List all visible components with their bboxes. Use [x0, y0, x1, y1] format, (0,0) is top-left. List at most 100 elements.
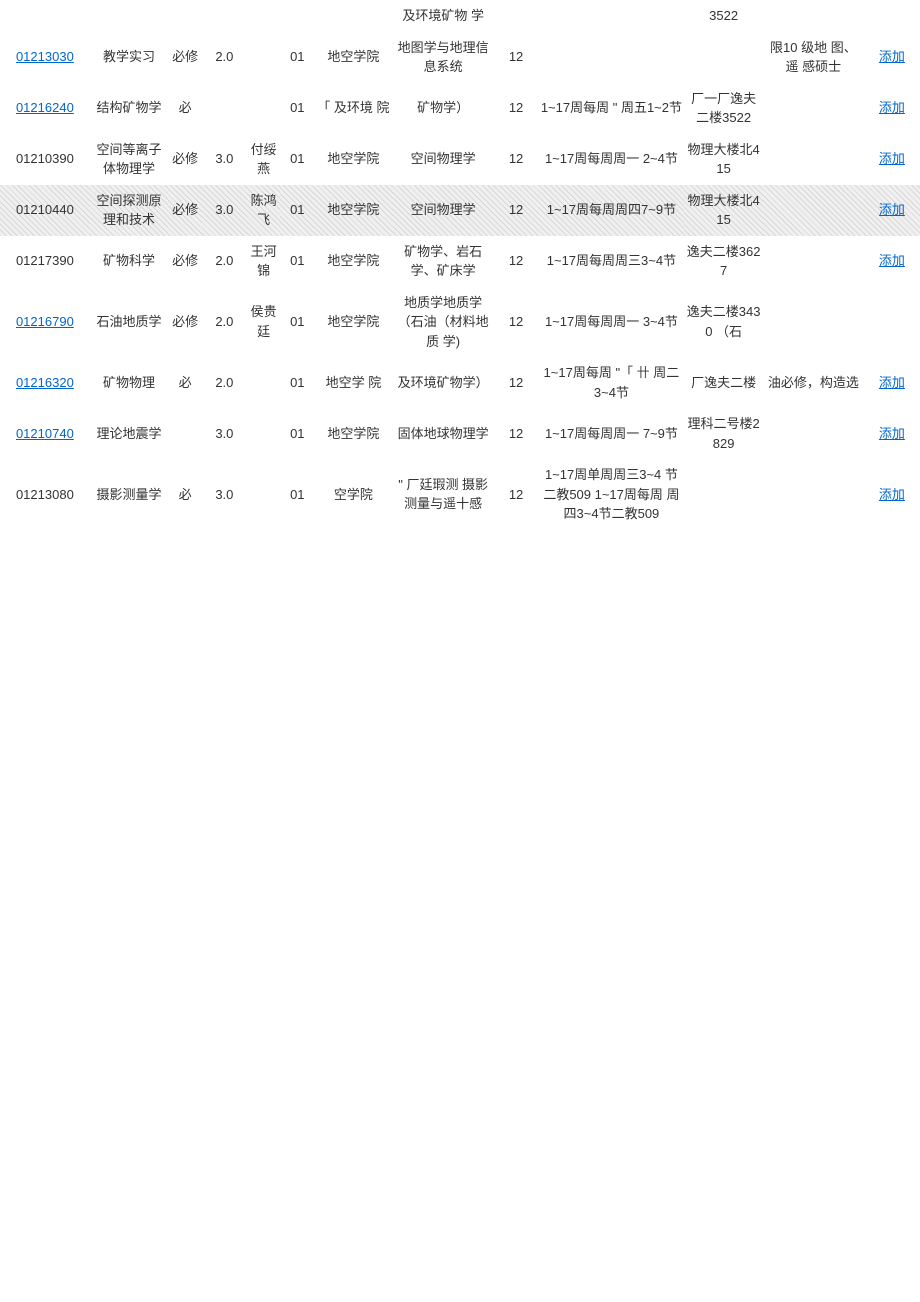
- course-code[interactable]: 01210390: [0, 134, 90, 185]
- course-place: 逸夫二楼3430 （石: [684, 287, 763, 358]
- course-school: 「 及环境 院: [314, 83, 393, 134]
- table-row: 01216240结构矿物学必01「 及环境 院矿物学）121~17周每周 " 周…: [0, 83, 920, 134]
- course-code[interactable]: 01216240: [0, 83, 90, 134]
- course-type: [168, 408, 202, 459]
- course-note: [763, 185, 864, 236]
- course-num: 12: [494, 83, 539, 134]
- course-class: 01: [280, 32, 314, 83]
- add-link-link[interactable]: 添加: [879, 202, 905, 217]
- course-num: 12: [494, 287, 539, 358]
- course-major: 矿物学）: [393, 83, 494, 134]
- course-credit: 3.0: [202, 408, 247, 459]
- course-name: 石油地质学: [90, 287, 169, 358]
- course-note: [763, 83, 864, 134]
- course-time: 1~17周单周周三3~4 节二教509 1~17周每周 周四3~4节二教509: [539, 459, 685, 530]
- course-teacher: [247, 32, 281, 83]
- course-name: 结构矿物学: [90, 83, 169, 134]
- add-link-link[interactable]: 添加: [879, 100, 905, 115]
- course-class: 01: [280, 287, 314, 358]
- table-row: 01213030教学实习必修2.001地空学院地图学与地理信息系统12限10 级…: [0, 32, 920, 83]
- course-time: 1~17周每周周三3~4节: [539, 236, 685, 287]
- course-num: 12: [494, 32, 539, 83]
- add-link-link[interactable]: 添加: [879, 49, 905, 64]
- course-place: 理科二号楼2829: [684, 408, 763, 459]
- course-code[interactable]: 01216790: [0, 287, 90, 358]
- add-link[interactable]: 添加: [864, 32, 920, 83]
- course-school: 地空学院: [314, 287, 393, 358]
- course-major: 空间物理学: [393, 185, 494, 236]
- course-type: 必: [168, 459, 202, 530]
- course-code[interactable]: 01213080: [0, 459, 90, 530]
- table-row: 01216790石油地质学必修2.0侯贵廷01地空学院地质学地质学（石油（材料地…: [0, 287, 920, 358]
- table-row: 01217390矿物科学必修2.0王河锦01地空学院矿物学、岩石学、矿床学121…: [0, 236, 920, 287]
- course-time: 1~17周每周周一 2~4节: [539, 134, 685, 185]
- table-row: 01210740理论地震学3.001地空学院固体地球物理学121~17周每周周一…: [0, 408, 920, 459]
- table-row: 01213080摄影测量学必3.001空学院" 厂廷瑕测 摄影测量与遥十感121…: [0, 459, 920, 530]
- course-code-link[interactable]: 01213030: [16, 49, 74, 64]
- course-code[interactable]: 01210440: [0, 185, 90, 236]
- course-type: 必修: [168, 236, 202, 287]
- course-major: 固体地球物理学: [393, 408, 494, 459]
- course-school: 地空学 院: [314, 357, 393, 408]
- course-place: 厂一厂逸夫二楼3522: [684, 83, 763, 134]
- add-link[interactable]: 添加: [864, 236, 920, 287]
- course-credit: [202, 83, 247, 134]
- course-code-link[interactable]: 01216790: [16, 314, 74, 329]
- course-credit: 3.0: [202, 185, 247, 236]
- course-place: 物理大楼北415: [684, 185, 763, 236]
- course-teacher: 王河锦: [247, 236, 281, 287]
- add-link[interactable]: 添加: [864, 83, 920, 134]
- course-credit: 2.0: [202, 236, 247, 287]
- course-place: [684, 459, 763, 530]
- add-link[interactable]: 添加: [864, 408, 920, 459]
- add-link-link[interactable]: 添加: [879, 426, 905, 441]
- course-name: 空间探测原理和技术: [90, 185, 169, 236]
- course-school: 地空学院: [314, 408, 393, 459]
- course-teacher: [247, 357, 281, 408]
- add-link[interactable]: 添加: [864, 357, 920, 408]
- course-note: [763, 408, 864, 459]
- course-name: 摄影测量学: [90, 459, 169, 530]
- course-code-link[interactable]: 01216240: [16, 100, 74, 115]
- add-link[interactable]: 添加: [864, 134, 920, 185]
- add-link-link[interactable]: 添加: [879, 375, 905, 390]
- course-teacher: 付绥燕: [247, 134, 281, 185]
- course-time: 1~17周每周周一 7~9节: [539, 408, 685, 459]
- add-link[interactable]: 添加: [864, 459, 920, 530]
- course-num: 12: [494, 408, 539, 459]
- course-credit: 3.0: [202, 459, 247, 530]
- course-note: 限10 级地 图、遥 感硕士: [763, 32, 864, 83]
- table-row: 01216320矿物物理必2.001地空学 院及环境矿物学）121~17周每周 …: [0, 357, 920, 408]
- course-num: 12: [494, 459, 539, 530]
- course-note: [763, 134, 864, 185]
- course-time: 1~17周每周周一 3~4节: [539, 287, 685, 358]
- course-code[interactable]: 01217390: [0, 236, 90, 287]
- course-num: 12: [494, 134, 539, 185]
- course-time: 1~17周每周 "「 卄 周二3~4节: [539, 357, 685, 408]
- course-type: 必修: [168, 134, 202, 185]
- course-name: 矿物科学: [90, 236, 169, 287]
- add-link-link[interactable]: 添加: [879, 487, 905, 502]
- course-code[interactable]: 01213030: [0, 32, 90, 83]
- course-school: 地空学院: [314, 236, 393, 287]
- course-code-link[interactable]: 01216320: [16, 375, 74, 390]
- course-school: 空学院: [314, 459, 393, 530]
- course-code[interactable]: 01216320: [0, 357, 90, 408]
- add-link[interactable]: [864, 287, 920, 358]
- course-type: 必修: [168, 185, 202, 236]
- course-type: 必修: [168, 287, 202, 358]
- fragment-major: 及环境矿物 学: [393, 0, 494, 32]
- course-credit: 2.0: [202, 32, 247, 83]
- add-link[interactable]: 添加: [864, 185, 920, 236]
- course-school: 地空学院: [314, 32, 393, 83]
- course-class: 01: [280, 134, 314, 185]
- add-link-link[interactable]: 添加: [879, 151, 905, 166]
- course-class: 01: [280, 83, 314, 134]
- course-code-link[interactable]: 01210740: [16, 426, 74, 441]
- course-school: 地空学院: [314, 185, 393, 236]
- course-credit: 2.0: [202, 357, 247, 408]
- course-num: 12: [494, 185, 539, 236]
- add-link-link[interactable]: 添加: [879, 253, 905, 268]
- course-code[interactable]: 01210740: [0, 408, 90, 459]
- course-name: 理论地震学: [90, 408, 169, 459]
